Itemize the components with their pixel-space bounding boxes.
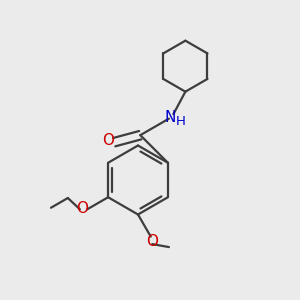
Text: O: O (76, 201, 88, 216)
Text: N: N (165, 110, 176, 125)
Text: H: H (176, 115, 186, 128)
Text: O: O (146, 235, 158, 250)
Text: O: O (102, 133, 114, 148)
